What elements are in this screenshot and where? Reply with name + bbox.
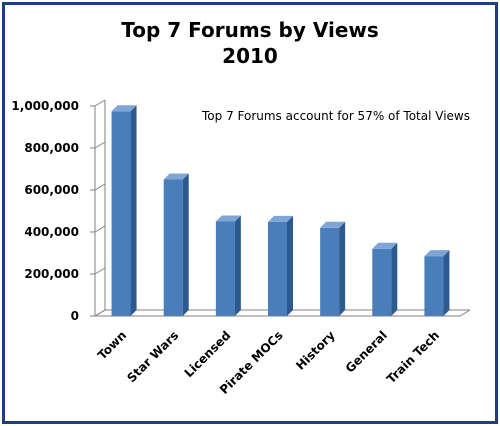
bar-side: [339, 221, 346, 316]
bar-side: [443, 250, 450, 316]
bar: [163, 173, 189, 316]
y-tick-depth: [94, 267, 106, 275]
bar-front: [320, 227, 340, 316]
chart-title: Top 7 Forums by Views: [121, 18, 379, 42]
bar-front: [163, 179, 183, 316]
x-category-label: Licensed: [182, 328, 234, 380]
bar-side: [287, 215, 293, 316]
bar: [320, 221, 346, 316]
bar-top: [424, 250, 450, 257]
y-tick-label: 800,000: [24, 141, 79, 155]
bar-side: [234, 215, 241, 316]
bar: [111, 105, 137, 316]
bar-top: [215, 215, 241, 222]
bar: [268, 215, 293, 316]
bar-top: [111, 105, 137, 112]
y-tick-label: 600,000: [24, 183, 79, 197]
y-tick-depth: [94, 99, 106, 107]
bar-front: [424, 256, 444, 316]
bar-front: [268, 221, 287, 316]
x-category-label: History: [293, 328, 338, 373]
y-tick-label: 200,000: [24, 267, 79, 281]
chart-subtitle: 2010: [222, 44, 278, 68]
bar-front: [215, 221, 235, 316]
y-tick-depth: [94, 141, 106, 149]
chart-annotation: Top 7 Forums account for 57% of Total Vi…: [201, 109, 470, 123]
bar: [424, 250, 450, 316]
y-tick-depth: [94, 309, 106, 317]
bar-side: [182, 173, 189, 316]
x-category-label: General: [343, 328, 390, 375]
bar-side: [130, 105, 137, 316]
y-tick-label: 0: [71, 309, 79, 323]
y-tick-label: 1,000,000: [11, 99, 79, 113]
x-category-label: Star Wars: [124, 328, 181, 385]
x-category-label: Town: [95, 328, 129, 362]
bar: [372, 242, 398, 316]
bar-front: [111, 111, 131, 316]
bar: [215, 215, 241, 316]
bar-top: [372, 242, 398, 249]
bar-top: [268, 215, 293, 222]
bar-front: [372, 248, 392, 316]
y-tick-label: 400,000: [24, 225, 79, 239]
chart-bars: [111, 105, 450, 316]
bar-top: [163, 173, 189, 180]
bar-side: [391, 242, 398, 316]
x-category-label: Train Tech: [384, 328, 442, 386]
y-tick-depth: [94, 183, 106, 191]
y-tick-depth: [94, 225, 106, 233]
bar-top: [320, 221, 346, 228]
y-tick-labels: 0 200,000 400,000 600,000 800,000 1,000,000: [11, 99, 79, 323]
